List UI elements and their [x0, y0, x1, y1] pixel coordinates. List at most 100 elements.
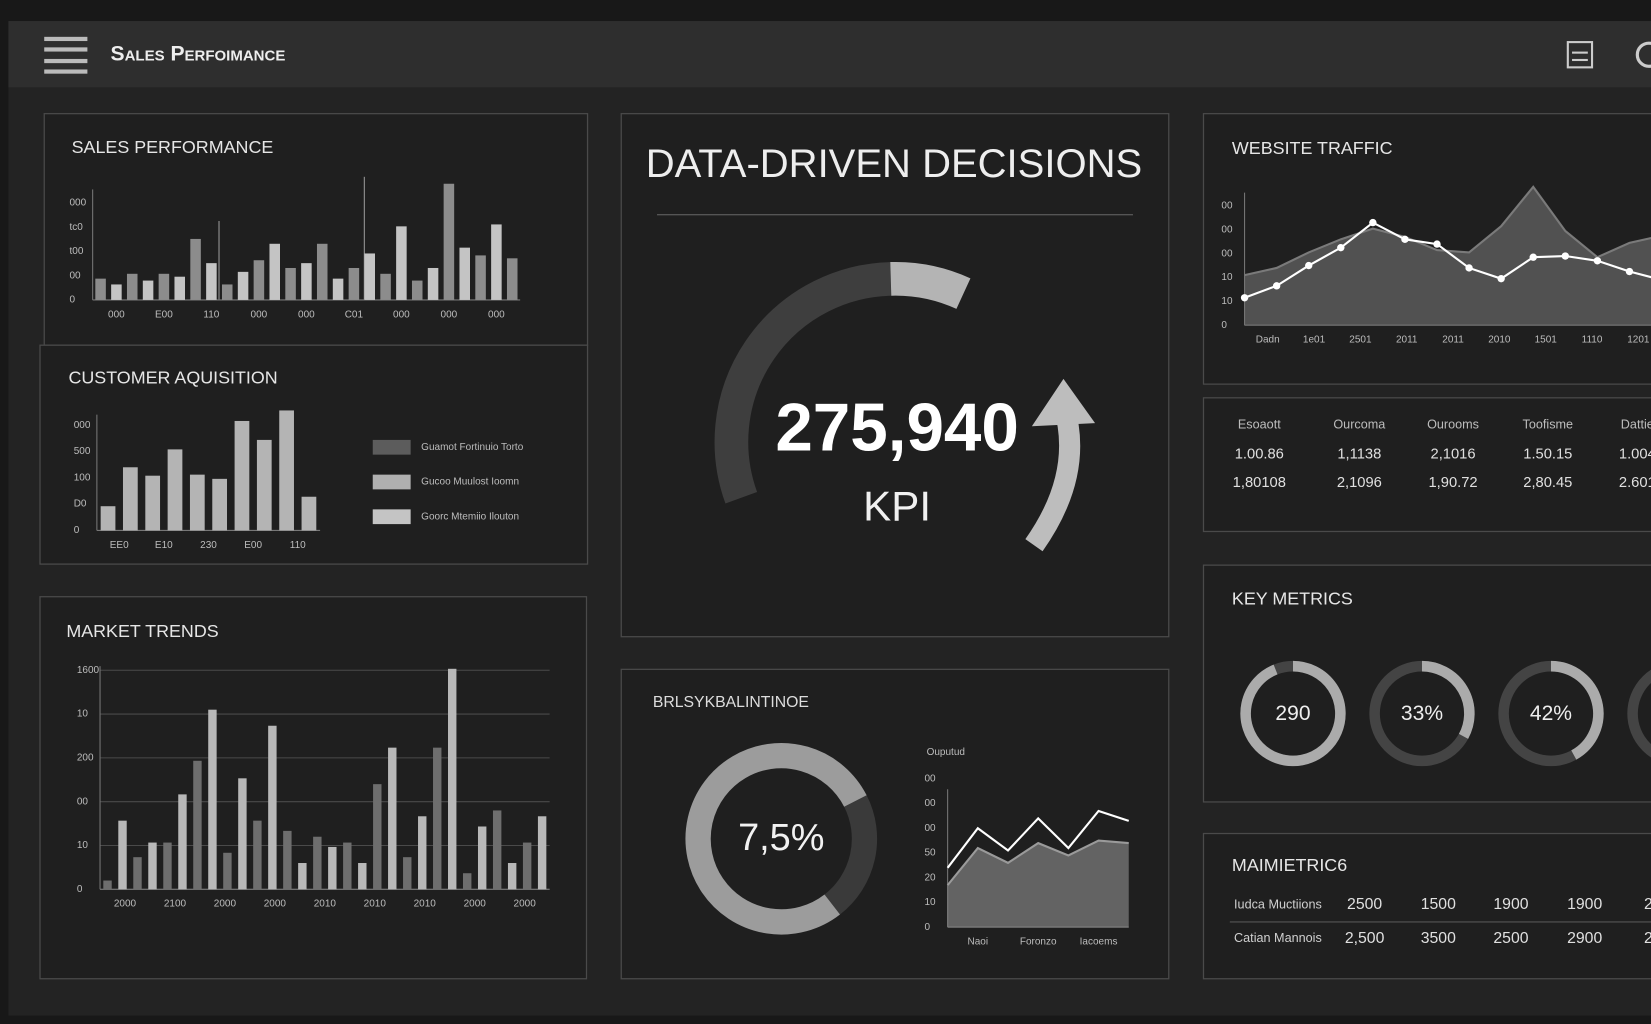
bar [418, 816, 427, 890]
y-tick-label: 10 [924, 897, 936, 908]
y-tick-label: D0 [74, 499, 87, 510]
bar [193, 760, 202, 890]
table-cell: 2,80.45 [1523, 475, 1572, 491]
bar [506, 258, 518, 300]
ring-label: 290 [1275, 702, 1310, 725]
panel [1202, 832, 1651, 980]
legend-label: Gucoo Muulost Ioomn [421, 477, 519, 488]
bar [167, 449, 183, 531]
icon-frame [1566, 41, 1594, 69]
x-tick-label: E00 [244, 540, 262, 551]
bar [158, 273, 170, 300]
x-tick-label: 2010 [414, 899, 437, 910]
table-header: Ourooms [1427, 418, 1479, 432]
x-tick-label: Foronzo [1020, 937, 1057, 948]
panel-title: CUSTOMER AQUISITION [68, 368, 277, 388]
bar [522, 842, 532, 890]
report-icon[interactable] [1566, 41, 1594, 69]
table-header: Toofisme [1523, 418, 1574, 432]
bar [95, 278, 106, 300]
ring-track [1627, 669, 1651, 758]
panel [39, 596, 588, 980]
legend-swatch [372, 509, 411, 525]
y-tick-label: 00 [924, 798, 936, 809]
marker [1465, 264, 1473, 272]
line [946, 809, 1130, 869]
bar [459, 247, 470, 300]
table-cell: 2500 [1347, 896, 1382, 913]
gauge-fill [890, 262, 971, 310]
marker [1305, 261, 1313, 270]
bar [178, 794, 187, 890]
bar [348, 267, 360, 300]
y-tick-label: 10 [77, 709, 89, 720]
x-tick-label: 2501 [1349, 335, 1372, 346]
table-cell: Catian Mannois [1234, 931, 1322, 945]
legend-label: Goorc Mtemiio Ilouton [421, 511, 519, 522]
bar [253, 820, 262, 890]
table-cell: 2900 [1644, 930, 1651, 947]
marker [1272, 282, 1281, 290]
bar [343, 842, 352, 890]
donut-segment [824, 795, 878, 915]
y-tick-label: 000 [69, 198, 86, 209]
table-header: Esoaott [1238, 418, 1281, 432]
bar [403, 857, 412, 890]
table-cell: 2500 [1644, 896, 1651, 913]
y-tick-label: 0 [77, 884, 83, 895]
bar [190, 238, 201, 300]
line [1244, 221, 1651, 299]
bar [206, 263, 217, 300]
x-tick-label: 1e01 [1303, 335, 1326, 346]
table-cell: 1,90.72 [1428, 475, 1477, 491]
ring-label: 42% [1530, 702, 1572, 725]
x-tick-label: 2010 [1488, 335, 1511, 346]
bar [279, 410, 294, 531]
y-tick-label: 000 [74, 420, 91, 431]
bar [174, 276, 186, 300]
x-tick-label: EE0 [110, 540, 129, 551]
bar [223, 852, 232, 890]
bar [163, 842, 172, 890]
x-tick-label: 1201 [1627, 335, 1650, 346]
ring-fill [1550, 660, 1604, 760]
x-tick-label: 230 [200, 540, 217, 551]
y-tick-label: 10 [1221, 296, 1233, 307]
bar [313, 836, 322, 890]
table-cell: 2,1096 [1337, 475, 1382, 491]
x-tick-label: 000 [251, 309, 268, 320]
bar [475, 255, 486, 300]
menu-line [44, 69, 88, 74]
table-header: Dattie [1621, 418, 1651, 432]
x-tick-label: 2000 [514, 899, 537, 910]
settings-icon[interactable] [1635, 41, 1651, 68]
bar [301, 263, 312, 300]
x-tick-label: 2100 [164, 899, 187, 910]
table-cell: 3500 [1421, 930, 1456, 947]
y-tick-label: 20 [924, 872, 936, 883]
bar [133, 857, 142, 890]
marker [1625, 267, 1634, 276]
y-tick-label: 0 [1221, 320, 1227, 331]
y-tick-label: 10 [77, 840, 89, 851]
x-tick-label: E10 [155, 540, 173, 551]
x-tick-label: 2011 [1442, 335, 1464, 346]
bar [221, 284, 233, 300]
y-tick-label: tc0 [69, 222, 83, 233]
table-cell: Iudca Muctiions [1234, 897, 1322, 911]
bar [285, 267, 296, 300]
line [1244, 185, 1651, 277]
marker [1240, 294, 1249, 302]
x-tick-label: 000 [441, 309, 458, 320]
menu-icon[interactable] [44, 36, 88, 74]
panel-title: MARKET TRENDS [66, 621, 218, 641]
bar [364, 253, 376, 300]
legend-label: Guamot Fortinuio Torto [421, 442, 524, 453]
bar [462, 873, 472, 890]
bar [332, 278, 344, 300]
bar [380, 273, 391, 300]
panel-title: BRLSYKBALINTINOE [653, 694, 809, 711]
x-tick-label: Naoi [968, 937, 989, 948]
ring-fill [1240, 660, 1346, 767]
marker [1529, 253, 1537, 261]
